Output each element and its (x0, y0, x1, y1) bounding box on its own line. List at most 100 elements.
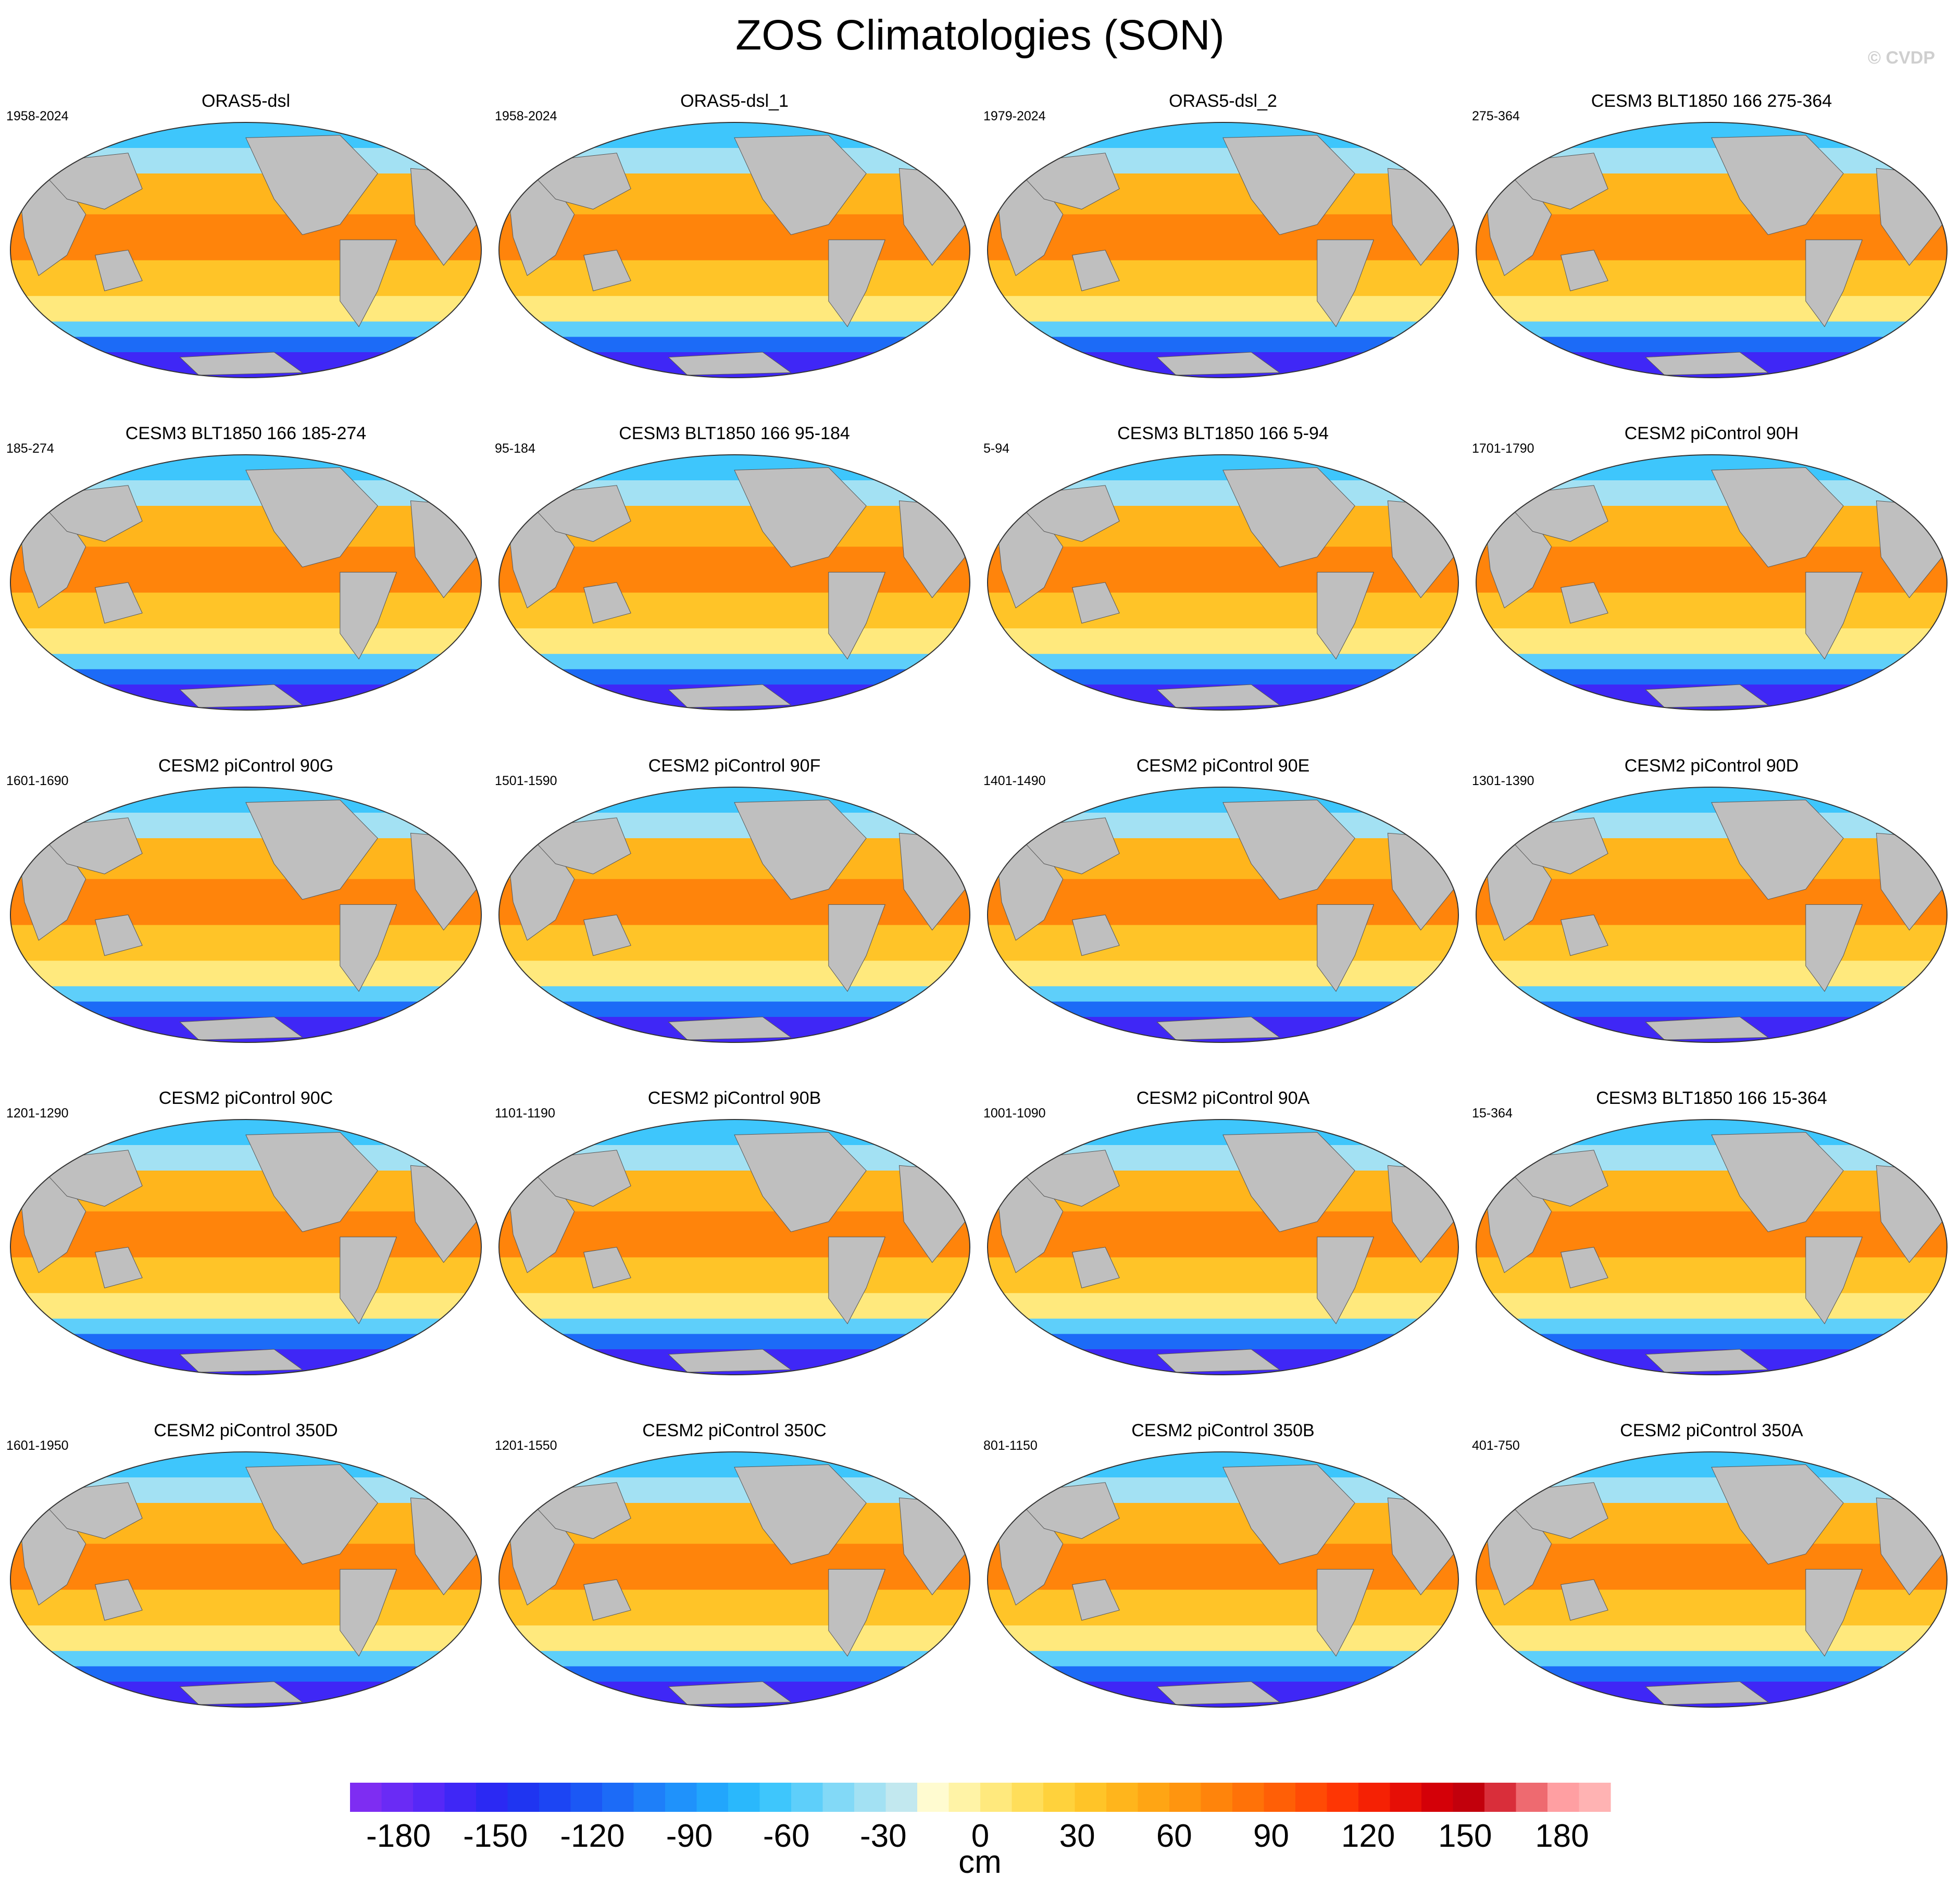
land-mass (95, 914, 143, 956)
panel-period: 1701-1790 (1472, 441, 1534, 456)
panel-title: ORAS5-dsl_2 (1169, 91, 1277, 111)
colorbar-swatch (759, 1783, 792, 1812)
land-mass (1560, 1247, 1608, 1289)
ocean-band (499, 214, 970, 261)
ocean-band (10, 879, 481, 926)
land-mass (1805, 904, 1863, 992)
panel-title: CESM2 piControl 90E (1136, 756, 1310, 776)
map-field (987, 454, 1459, 711)
panel-period: 1958-2024 (6, 109, 69, 123)
land-mass (668, 684, 792, 708)
ocean-band (10, 1625, 481, 1652)
land-mass (583, 250, 631, 292)
colorbar-swatch (728, 1783, 760, 1812)
map-panel: CESM2 piControl 350D 1601-1950 (6, 1421, 485, 1715)
map-field (987, 787, 1459, 1043)
land-mass (340, 904, 397, 992)
land-mass (1711, 1131, 1844, 1233)
ocean-band (1476, 1211, 1947, 1258)
ocean-band (10, 1544, 481, 1590)
colorbar-swatch (1516, 1783, 1548, 1812)
land-mass (734, 1464, 867, 1565)
map-outline (10, 454, 482, 711)
colorbar-swatch (381, 1783, 414, 1812)
colorbar-swatch (1390, 1783, 1422, 1812)
panel-period: 1601-1690 (6, 774, 69, 788)
land-mass (245, 1131, 378, 1233)
land-mass (1072, 914, 1120, 956)
land-mass (245, 467, 378, 568)
ocean-band (10, 546, 481, 593)
map-field (10, 1119, 482, 1375)
ocean-band (1476, 961, 1947, 987)
panel-title: CESM2 piControl 350A (1620, 1421, 1803, 1440)
land-mass (179, 1681, 303, 1705)
map-outline (987, 454, 1459, 711)
colorbar-swatch (822, 1783, 855, 1812)
panel-title: CESM2 piControl 90C (158, 1088, 333, 1108)
map-field (1476, 454, 1947, 711)
colorbar-swatch (885, 1783, 918, 1812)
colorbar-swatch (948, 1783, 981, 1812)
map-outline (10, 1451, 482, 1708)
land-mass (1805, 1236, 1863, 1324)
panel-title: CESM2 piControl 90B (647, 1088, 821, 1108)
ocean-band (988, 321, 1458, 338)
land-mass (583, 582, 631, 624)
land-mass (179, 352, 303, 376)
colorbar-swatch (1327, 1783, 1359, 1812)
land-mass (1805, 571, 1863, 660)
colorbar-swatch (1169, 1783, 1202, 1812)
colorbar-swatch (665, 1783, 697, 1812)
land-mass (828, 1569, 886, 1657)
map-panel: CESM2 piControl 90C 1201-1290 (6, 1088, 485, 1383)
panel-title: ORAS5-dsl_1 (680, 91, 789, 111)
map-outline (987, 1451, 1459, 1708)
colorbar-swatch (854, 1783, 887, 1812)
map-field (498, 1119, 970, 1375)
colorbar-swatch (1264, 1783, 1296, 1812)
land-mass (1222, 467, 1355, 568)
land-mass (1072, 1579, 1120, 1621)
land-mass (668, 1016, 792, 1040)
panel-title: CESM3 BLT1850 166 5-94 (1117, 424, 1329, 443)
panel-title: CESM3 BLT1850 166 275-364 (1591, 91, 1832, 111)
map-field (10, 787, 482, 1043)
map-outline (10, 1119, 482, 1375)
ocean-band (988, 879, 1458, 926)
ocean-band (499, 1293, 970, 1320)
colorbar-swatch (350, 1783, 382, 1812)
land-mass (1317, 904, 1375, 992)
map-panel: CESM3 BLT1850 166 15-364 15-364 (1472, 1088, 1951, 1383)
map-field (1476, 787, 1947, 1043)
map-panel: CESM3 BLT1850 166 185-274 185-274 (6, 424, 485, 718)
ocean-band (988, 986, 1458, 1002)
land-mass (734, 134, 867, 235)
colorbar-swatch (1012, 1783, 1044, 1812)
panel-title: CESM3 BLT1850 166 185-274 (125, 424, 367, 443)
ocean-band (499, 1544, 970, 1590)
map-panel: CESM2 piControl 90B 1101-1190 (495, 1088, 974, 1383)
panel-title: ORAS5-dsl (201, 91, 291, 111)
colorbar-swatch (476, 1783, 508, 1812)
land-mass (734, 1131, 867, 1233)
land-mass (828, 239, 886, 327)
ocean-band (988, 1211, 1458, 1258)
land-mass (1222, 1464, 1355, 1565)
map-field (498, 454, 970, 711)
land-mass (1317, 239, 1375, 327)
ocean-band (10, 925, 481, 962)
panel-title: CESM2 piControl 90F (648, 756, 821, 776)
colorbar-swatch (539, 1783, 571, 1812)
panel-title: CESM2 piControl 90G (158, 756, 334, 776)
map-field (1476, 122, 1947, 378)
ocean-band (1476, 1319, 1947, 1335)
map-panel: CESM2 piControl 90A 1001-1090 (983, 1088, 1463, 1383)
land-mass (734, 799, 867, 900)
ocean-band (988, 1589, 1458, 1626)
map-panel: CESM3 BLT1850 166 5-94 5-94 (983, 424, 1463, 718)
map-outline (498, 787, 970, 1043)
land-mass (583, 914, 631, 956)
colorbar-tick-label: -120 (560, 1818, 625, 1854)
